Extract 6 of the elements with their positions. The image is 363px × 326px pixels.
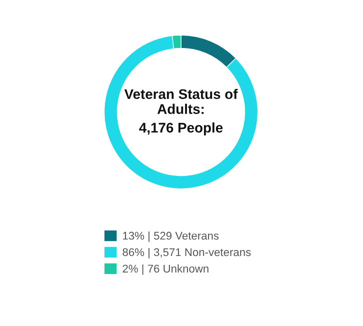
legend-label: 2% | 76 Unknown [122,264,208,275]
text: Veteran Status of Adults: [124,88,238,114]
legend-label: 86% | 3,571 Non-veterans [122,248,251,258]
text: 4,176 People [139,122,223,136]
donut-slice [104,35,258,190]
legend-label: 13% | 529 Veterans [123,232,219,242]
